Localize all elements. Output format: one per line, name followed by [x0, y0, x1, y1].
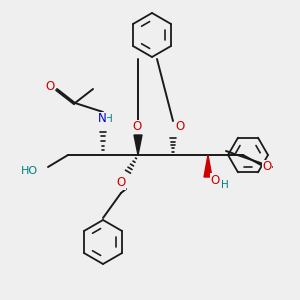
Text: O: O	[262, 160, 272, 173]
Polygon shape	[204, 155, 212, 177]
Polygon shape	[134, 135, 142, 155]
Text: HO: HO	[21, 166, 38, 176]
Text: N: N	[98, 112, 106, 125]
Text: O: O	[116, 176, 126, 190]
Text: H: H	[105, 114, 113, 124]
Text: H: H	[221, 180, 229, 190]
Text: O: O	[210, 173, 220, 187]
Text: O: O	[176, 121, 184, 134]
Text: O: O	[45, 80, 55, 92]
Text: O: O	[132, 121, 142, 134]
